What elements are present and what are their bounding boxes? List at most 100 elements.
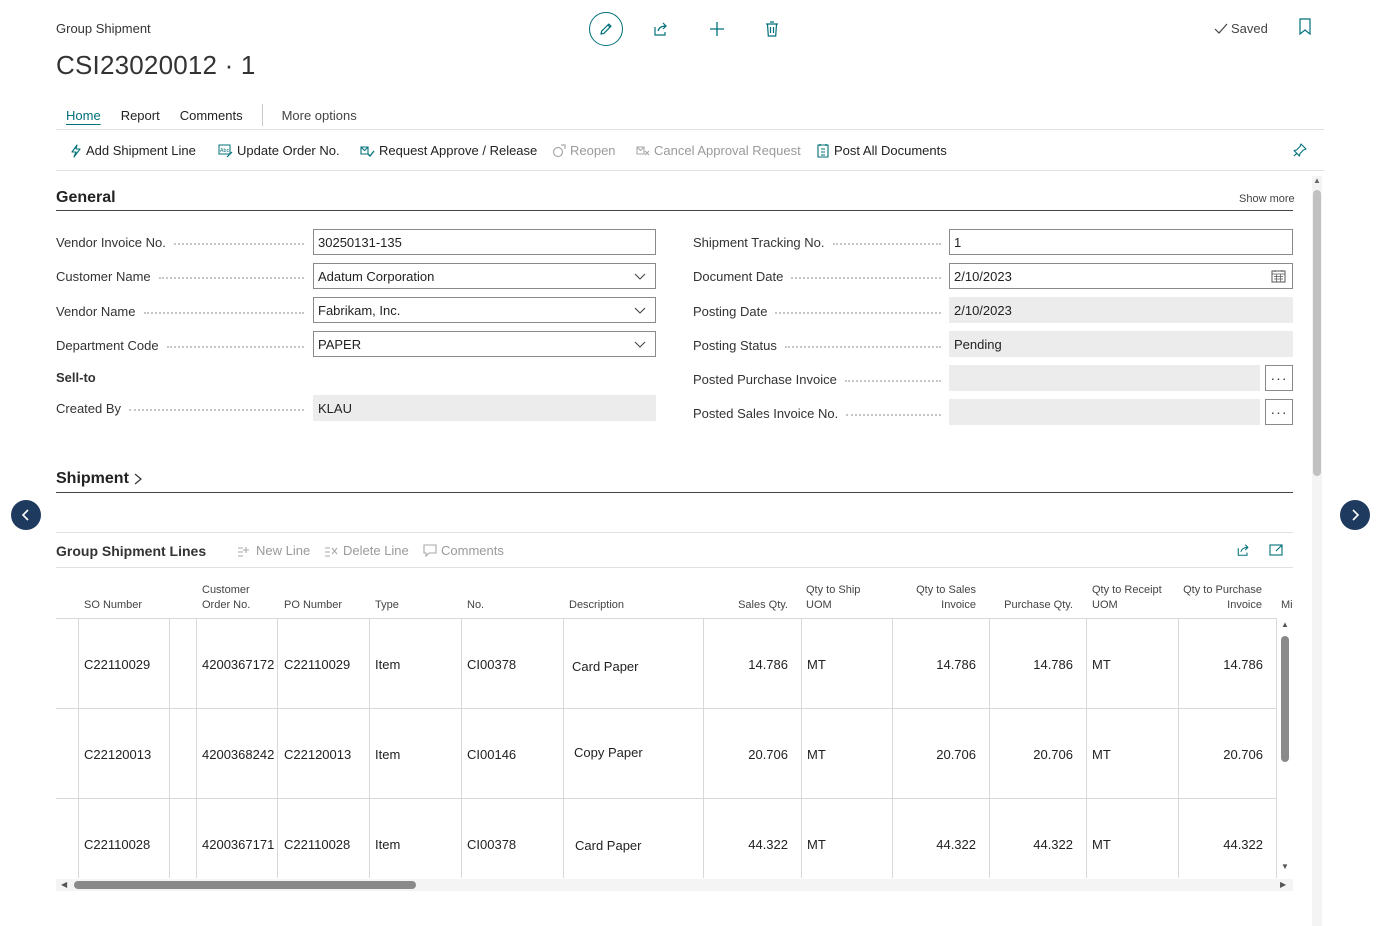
col-header-qty-to-sales-invoice[interactable]: Qty to Sales Invoice bbox=[916, 584, 976, 611]
cell-po-number[interactable]: C22110028 bbox=[284, 837, 351, 852]
general-section-title[interactable]: General bbox=[56, 189, 116, 206]
cell-customer-order-no[interactable]: 4200368242 bbox=[202, 747, 275, 762]
cell-qty-to-ship-uom[interactable]: MT bbox=[807, 657, 826, 672]
cell-so-number[interactable]: C22110028 bbox=[84, 837, 151, 852]
col-header-customer-order-no[interactable]: Customer Order No. bbox=[202, 584, 251, 611]
cell-purchase-qty[interactable]: 44.322 bbox=[1033, 837, 1073, 852]
cell-customer-order-no[interactable]: 4200367171 bbox=[202, 837, 275, 852]
shipment-tracking-no-input[interactable]: 1 bbox=[949, 229, 1293, 255]
page-scrollbar-thumb[interactable] bbox=[1313, 190, 1321, 476]
grid-scroll-right-arrow[interactable]: ▶ bbox=[1280, 880, 1287, 889]
tab-more-options[interactable]: More options bbox=[281, 107, 357, 123]
col-header-type[interactable]: Type bbox=[375, 599, 399, 611]
bookmark-button[interactable] bbox=[1298, 18, 1312, 39]
share-button[interactable] bbox=[644, 12, 678, 46]
show-more-link[interactable]: Show more bbox=[1239, 193, 1295, 205]
tab-home[interactable]: Home bbox=[66, 107, 101, 123]
cell-qty-to-receipt-uom[interactable]: MT bbox=[1092, 747, 1111, 762]
grid-vertical-scrollbar[interactable]: ▲ ▼ bbox=[1280, 620, 1290, 876]
col-header-sales-qty[interactable]: Sales Qty. bbox=[738, 599, 788, 611]
line-comments-button[interactable]: Comments bbox=[423, 543, 504, 558]
delete-line-button[interactable]: Delete Line bbox=[324, 543, 409, 558]
calendar-icon[interactable] bbox=[1271, 269, 1286, 283]
cell-qty-to-receipt-uom[interactable]: MT bbox=[1092, 657, 1111, 672]
cell-no[interactable]: CI00146 bbox=[467, 747, 517, 762]
next-record-button[interactable] bbox=[1340, 500, 1370, 530]
table-row[interactable]: C22110029 4200367172 C22110029 Item CI00… bbox=[56, 619, 1277, 709]
cell-qty-to-receipt-uom[interactable]: MT bbox=[1092, 837, 1111, 852]
cell-no[interactable]: CI00378 bbox=[467, 837, 517, 852]
delete-button[interactable] bbox=[755, 12, 789, 46]
vendor-invoice-no-input[interactable]: 30250131-135 bbox=[313, 229, 656, 255]
vendor-name-dropdown[interactable]: Fabrikam, Inc. bbox=[313, 297, 656, 323]
cell-qty-to-sales-invoice[interactable]: 44.322 bbox=[936, 837, 976, 852]
new-button[interactable] bbox=[700, 12, 734, 46]
edit-button[interactable] bbox=[589, 12, 623, 46]
department-code-dropdown[interactable]: PAPER bbox=[313, 331, 656, 357]
sell-to-group-label[interactable]: Sell-to bbox=[56, 370, 96, 385]
table-row[interactable]: C22110028 4200367171 C22110028 Item CI00… bbox=[56, 799, 1277, 878]
cell-description[interactable]: Copy Paper bbox=[574, 745, 643, 760]
cell-so-number[interactable]: C22110029 bbox=[84, 657, 151, 672]
col-header-po-number[interactable]: PO Number bbox=[284, 599, 343, 611]
update-order-no-button[interactable]: Abc Update Order No. bbox=[218, 143, 340, 158]
reopen-button[interactable]: Reopen bbox=[552, 143, 616, 158]
col-header-purchase-qty[interactable]: Purchase Qty. bbox=[1004, 599, 1073, 611]
scroll-up-arrow[interactable]: ▲ bbox=[1313, 176, 1321, 185]
cancel-approval-request-button[interactable]: Cancel Approval Request bbox=[636, 143, 801, 158]
posted-purchase-invoice-lookup-button[interactable]: ··· bbox=[1265, 365, 1293, 391]
pin-actions-button[interactable] bbox=[1292, 142, 1308, 158]
cell-description[interactable]: Card Paper bbox=[575, 838, 642, 853]
grid-scroll-up-arrow[interactable]: ▲ bbox=[1281, 620, 1289, 629]
cell-po-number[interactable]: C22120013 bbox=[284, 747, 352, 762]
cell-type[interactable]: Item bbox=[375, 837, 401, 852]
grid-horizontal-scrollbar-thumb[interactable] bbox=[74, 881, 416, 889]
grid-scroll-down-arrow[interactable]: ▼ bbox=[1281, 862, 1289, 871]
col-header-qty-to-ship-uom[interactable]: Qty to Ship UOM bbox=[806, 584, 861, 611]
request-approve-release-label: Request Approve / Release bbox=[379, 143, 538, 158]
cell-qty-to-purchase-invoice[interactable]: 14.786 bbox=[1223, 657, 1263, 672]
tab-report[interactable]: Report bbox=[120, 107, 160, 123]
page-scrollbar[interactable]: ▲ bbox=[1312, 176, 1322, 926]
cell-qty-to-ship-uom[interactable]: MT bbox=[807, 747, 826, 762]
post-all-documents-button[interactable]: Post All Documents bbox=[816, 143, 947, 158]
new-line-button[interactable]: New Line bbox=[237, 543, 310, 558]
previous-record-button[interactable] bbox=[11, 500, 41, 530]
cell-qty-to-purchase-invoice[interactable]: 44.322 bbox=[1223, 837, 1263, 852]
cell-no[interactable]: CI00378 bbox=[467, 657, 517, 672]
col-header-so-number[interactable]: SO Number bbox=[84, 599, 143, 611]
cell-description[interactable]: Card Paper bbox=[572, 659, 639, 674]
col-header-overflow[interactable]: Mi bbox=[1281, 599, 1293, 611]
cell-purchase-qty[interactable]: 20.706 bbox=[1033, 747, 1073, 762]
cell-purchase-qty[interactable]: 14.786 bbox=[1033, 657, 1073, 672]
cell-sales-qty[interactable]: 14.786 bbox=[748, 657, 788, 672]
lines-share-button[interactable] bbox=[1236, 543, 1251, 557]
cell-so-number[interactable]: C22120013 bbox=[84, 747, 152, 762]
cell-type[interactable]: Item bbox=[375, 657, 401, 672]
posted-sales-invoice-lookup-button[interactable]: ··· bbox=[1265, 399, 1293, 425]
customer-name-dropdown[interactable]: Adatum Corporation bbox=[313, 263, 656, 289]
cell-po-number[interactable]: C22110029 bbox=[284, 657, 351, 672]
cell-qty-to-sales-invoice[interactable]: 20.706 bbox=[936, 747, 976, 762]
cell-customer-order-no[interactable]: 4200367172 bbox=[202, 657, 275, 672]
col-header-qty-to-purchase-invoice[interactable]: Qty to Purchase Invoice bbox=[1183, 584, 1262, 611]
cell-type[interactable]: Item bbox=[375, 747, 401, 762]
col-header-description[interactable]: Description bbox=[569, 599, 625, 611]
cell-sales-qty[interactable]: 20.706 bbox=[748, 747, 788, 762]
tab-comments[interactable]: Comments bbox=[179, 107, 243, 123]
document-date-input[interactable]: 2/10/2023 bbox=[949, 263, 1293, 289]
grid-horizontal-scrollbar[interactable]: ◀ ▶ bbox=[56, 879, 1293, 891]
grid-scroll-left-arrow[interactable]: ◀ bbox=[61, 880, 68, 889]
shipment-section-header[interactable]: Shipment bbox=[56, 470, 143, 488]
col-header-qty-to-receipt-uom[interactable]: Qty to Receipt UOM bbox=[1092, 584, 1162, 611]
grid-vertical-scrollbar-thumb[interactable] bbox=[1281, 636, 1289, 762]
cell-qty-to-purchase-invoice[interactable]: 20.706 bbox=[1223, 747, 1263, 762]
add-shipment-line-button[interactable]: Add Shipment Line bbox=[70, 143, 196, 158]
cell-qty-to-sales-invoice[interactable]: 14.786 bbox=[936, 657, 976, 672]
cell-sales-qty[interactable]: 44.322 bbox=[748, 837, 788, 852]
request-approve-release-button[interactable]: Request Approve / Release bbox=[360, 143, 537, 158]
lines-expand-button[interactable] bbox=[1269, 543, 1284, 557]
table-row[interactable]: C22120013 4200368242 C22120013 Item CI00… bbox=[56, 709, 1277, 799]
col-header-no[interactable]: No. bbox=[467, 599, 485, 611]
cell-qty-to-ship-uom[interactable]: MT bbox=[807, 837, 826, 852]
